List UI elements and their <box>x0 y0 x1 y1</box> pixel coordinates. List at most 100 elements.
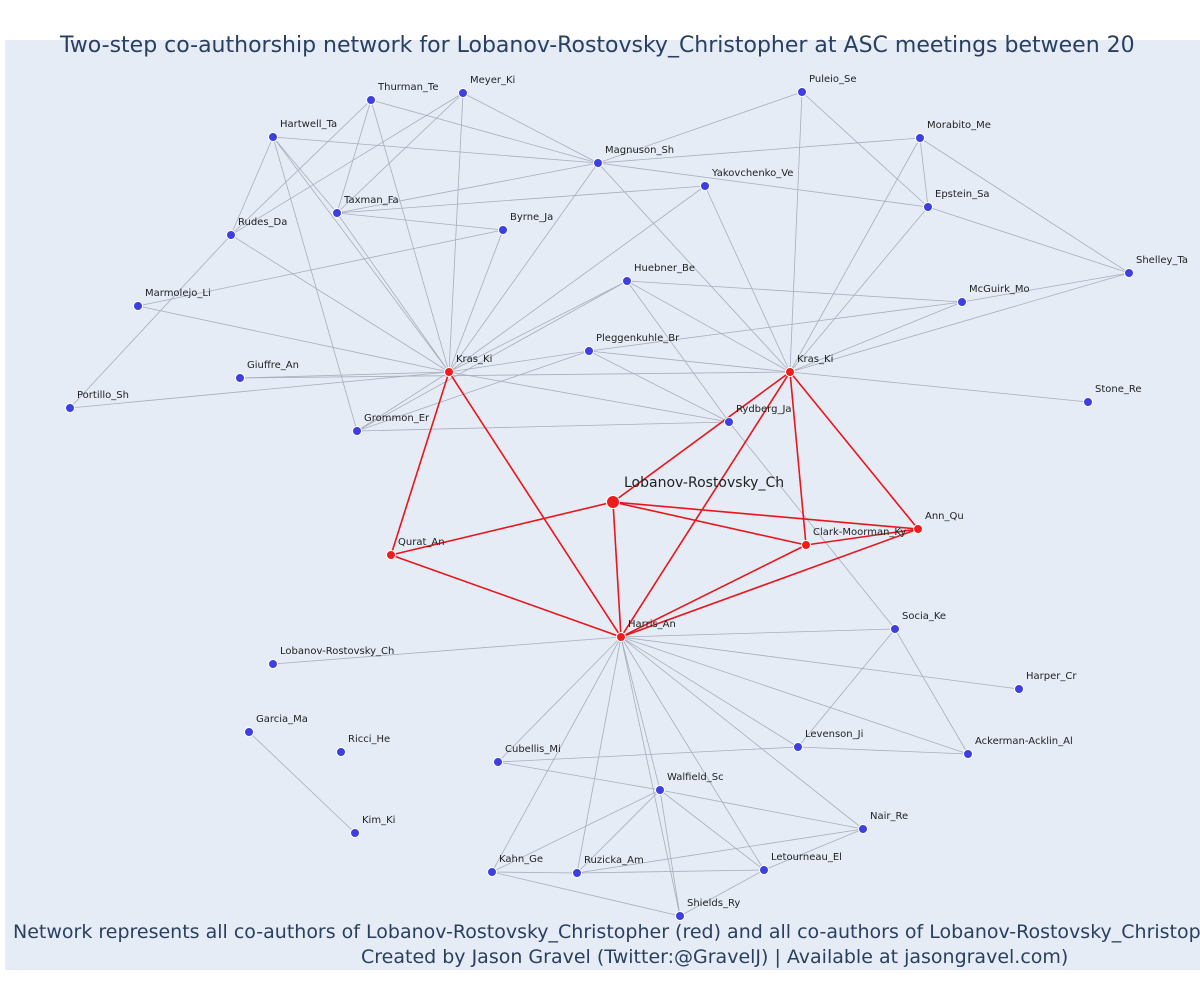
edge <box>497 746 799 763</box>
node <box>350 828 360 838</box>
edge <box>597 137 921 164</box>
node-label: Rudes_Da <box>238 217 287 228</box>
edge <box>797 746 969 755</box>
node-label: Kahn_Ge <box>499 854 543 865</box>
edge <box>894 628 969 755</box>
edge <box>448 229 504 373</box>
node <box>759 865 769 875</box>
node-label: Giuffre_An <box>247 360 299 371</box>
edge <box>620 636 661 791</box>
edge <box>272 136 599 164</box>
edge <box>272 136 450 373</box>
node-label: Clark-Moorman_Ky <box>813 527 906 538</box>
node <box>606 495 620 509</box>
edge <box>448 92 464 373</box>
edge <box>620 636 799 748</box>
node-label: Shields_Ry <box>687 898 740 909</box>
edge <box>626 280 963 303</box>
node <box>332 208 342 218</box>
node <box>1083 397 1093 407</box>
edge <box>336 99 372 214</box>
edge <box>356 280 628 432</box>
edge <box>588 301 963 352</box>
edge <box>620 636 864 830</box>
node <box>963 749 973 759</box>
node <box>268 132 278 142</box>
edge <box>370 99 450 373</box>
node-label: Ruzicka_Am <box>584 855 644 866</box>
node <box>444 367 454 377</box>
node <box>65 403 75 413</box>
node <box>133 301 143 311</box>
edge <box>576 789 661 874</box>
edge <box>448 162 599 373</box>
node-label: Meyer_Ki <box>470 75 515 86</box>
footer-line: Network represents all co-authors of Lob… <box>13 921 1200 943</box>
edge <box>370 99 599 164</box>
edge <box>448 350 590 373</box>
node-label: Rydberg_Ja <box>736 404 792 415</box>
node <box>336 747 346 757</box>
edge <box>356 371 450 432</box>
edge <box>620 636 969 755</box>
edge <box>588 350 791 373</box>
edge <box>576 636 622 874</box>
edge <box>137 305 450 373</box>
edge <box>659 789 765 871</box>
edge <box>789 91 803 373</box>
edge <box>356 350 590 432</box>
node <box>366 95 376 105</box>
edge <box>679 869 765 917</box>
node <box>244 727 254 737</box>
edge <box>704 185 791 373</box>
node <box>785 367 795 377</box>
edge <box>789 272 1130 373</box>
node-label: Taxman_Fa <box>343 195 399 206</box>
edge <box>69 371 450 409</box>
node-label: Hartwell_Ta <box>280 119 337 130</box>
node-label: Harris_An <box>628 619 676 630</box>
edge <box>805 528 919 546</box>
node-label: Lobanov-Rostovsky_Ch <box>280 646 394 657</box>
edge <box>272 636 622 665</box>
edge <box>272 136 358 432</box>
edge <box>597 162 929 208</box>
node-label: Socia_Ke <box>902 611 946 622</box>
edge <box>588 350 730 423</box>
edge <box>961 272 1130 303</box>
edge <box>491 789 661 873</box>
node <box>458 88 468 98</box>
edge <box>620 528 919 638</box>
node-label: Puleio_Se <box>809 74 857 85</box>
node-label: Walfield_Sc <box>667 772 724 783</box>
node-label: Stone_Re <box>1095 384 1142 395</box>
edge <box>789 206 929 373</box>
node <box>1124 268 1134 278</box>
edge <box>462 92 599 164</box>
node-label: Ann_Qu <box>925 511 964 522</box>
footer-line: Created by Jason Gravel (Twitter:@Gravel… <box>361 946 1068 968</box>
edge <box>789 301 963 373</box>
node-label: Kras_Ki <box>456 354 492 365</box>
node-label: McGuirk_Mo <box>969 284 1030 295</box>
edge <box>137 229 504 307</box>
node <box>890 624 900 634</box>
node <box>268 659 278 669</box>
edge <box>230 234 450 373</box>
node <box>793 742 803 752</box>
edge <box>448 185 706 373</box>
nodes: Lobanov-Rostovsky_Ch Kras_Ki Kras_Ki Qurat_… <box>65 74 1188 921</box>
node-label: Byrne_Ja <box>510 212 553 223</box>
edge <box>919 137 1130 274</box>
node <box>487 867 497 877</box>
edge <box>448 371 730 423</box>
edge <box>336 185 706 214</box>
edge <box>576 869 765 874</box>
node <box>913 524 923 534</box>
edge <box>336 92 464 214</box>
edge <box>356 421 730 432</box>
edge <box>801 91 929 208</box>
node <box>498 225 508 235</box>
edge <box>239 371 450 379</box>
